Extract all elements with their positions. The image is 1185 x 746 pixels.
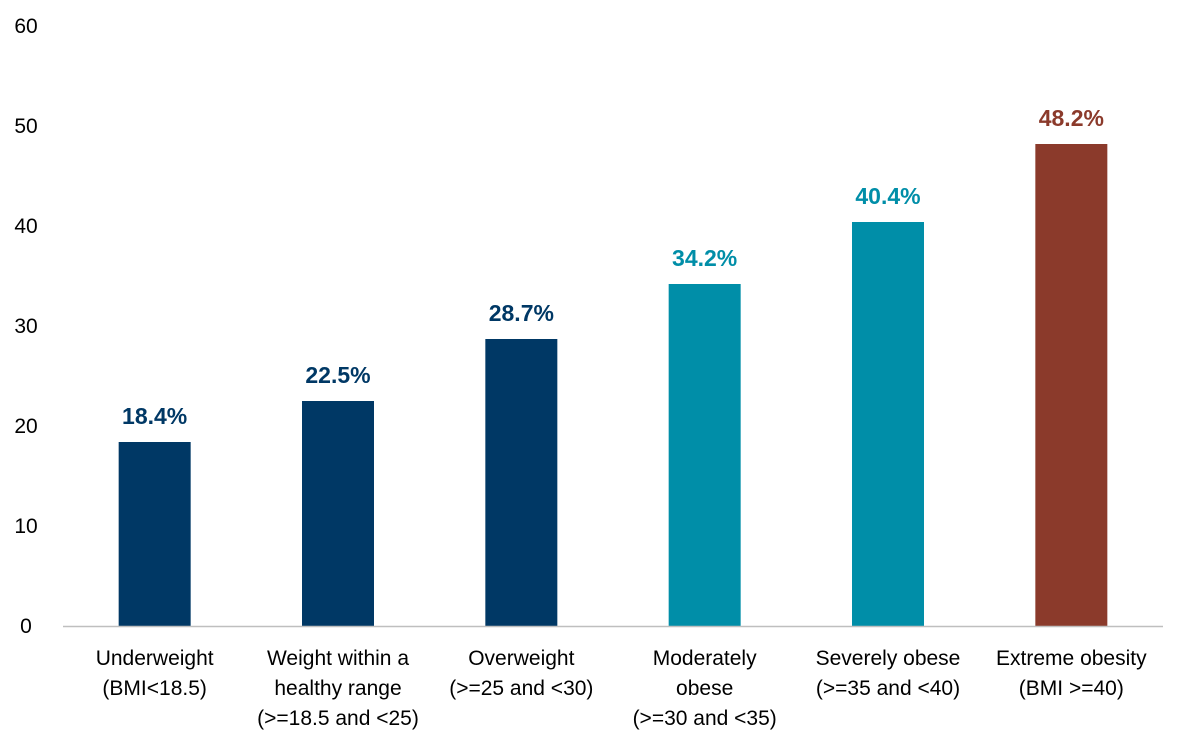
x-category-label: Severely obese (>=35 and <40) — [816, 647, 961, 700]
y-tick-label: 0 — [20, 615, 32, 638]
bar — [118, 442, 191, 626]
x-category-label-line: (>=35 and <40) — [816, 677, 960, 700]
data-label: 40.4% — [855, 183, 920, 209]
x-category-label: Underweight (BMI<18.5) — [96, 647, 214, 700]
y-tick-label: 60 — [14, 15, 37, 38]
x-category-label-line: (BMI >=40) — [1019, 677, 1124, 700]
x-category-label: Extreme obesity (BMI >=40) — [996, 647, 1147, 700]
data-label: 18.4% — [122, 403, 187, 429]
x-category-label-line: obese — [676, 677, 733, 700]
bar — [668, 284, 741, 626]
x-category-label-line: Severely obese — [816, 647, 961, 670]
y-tick-label: 50 — [14, 115, 37, 138]
x-category-label-line: (>=25 and <30) — [449, 677, 593, 700]
data-label: 28.7% — [489, 300, 554, 326]
x-category-label-line: Overweight — [468, 647, 574, 670]
data-label: 22.5% — [305, 362, 370, 388]
y-tick-label: 30 — [14, 315, 37, 338]
bar — [1035, 144, 1108, 626]
x-category-label-line: healthy range — [274, 677, 401, 700]
x-category-label-line: (>=30 and <35) — [633, 707, 777, 730]
data-label: 48.2% — [1039, 105, 1104, 131]
x-category-label: Overweight (>=25 and <30) — [449, 647, 593, 700]
x-category-label-line: Extreme obesity — [996, 647, 1147, 670]
bar — [302, 401, 374, 626]
x-category-label-line: (BMI<18.5) — [102, 677, 206, 700]
x-category-label-line: Moderately — [653, 647, 757, 670]
x-axis: Underweight (BMI<18.5) Weight within a heal… — [96, 647, 1147, 730]
x-category-label: Weight within a healthy range (>=18.5 and … — [257, 647, 419, 730]
y-tick-label: 20 — [14, 415, 37, 438]
x-category-label: Moderately obese (>=30 and <35) — [633, 647, 777, 730]
data-label: 34.2% — [672, 245, 737, 271]
x-category-label-line: (>=18.5 and <25) — [257, 707, 419, 730]
bars — [118, 144, 1108, 626]
y-tick-label: 10 — [14, 515, 37, 538]
bar — [852, 222, 924, 626]
data-labels: 18.4% 22.5% 28.7% 34.2% 40.4% 48.2% — [122, 105, 1104, 429]
y-axis: 0 10 20 30 40 50 60 — [14, 15, 37, 638]
x-category-label-line: Weight within a — [267, 647, 409, 670]
bar — [485, 339, 558, 626]
y-tick-label: 40 — [14, 215, 37, 238]
x-category-label-line: Underweight — [96, 647, 214, 670]
